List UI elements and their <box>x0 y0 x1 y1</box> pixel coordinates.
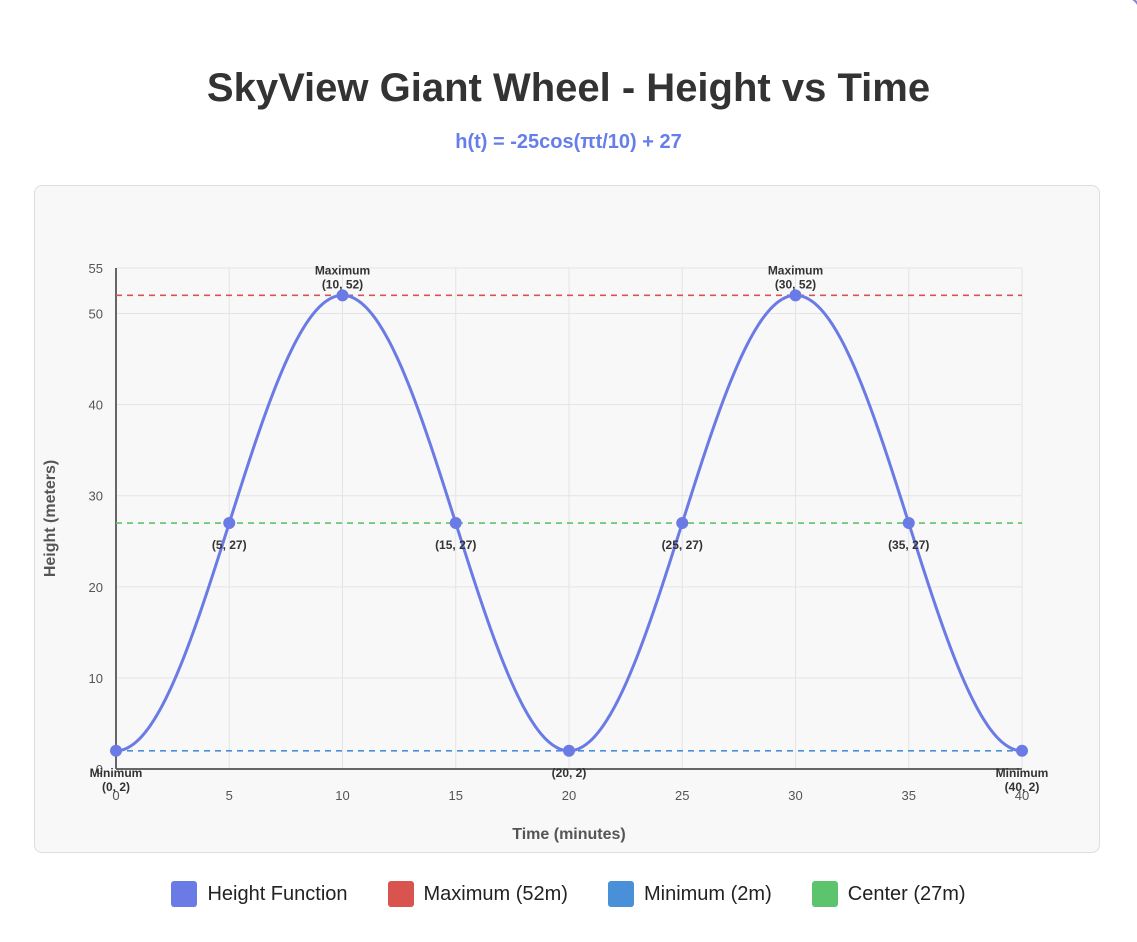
y-tick-label: 0 <box>96 762 103 777</box>
data-point <box>676 517 689 530</box>
legend-swatch <box>607 881 634 907</box>
y-tick-label: 10 <box>89 671 103 686</box>
x-tick-label: 20 <box>562 788 576 803</box>
legend-label: Maximum (52m) <box>423 882 568 905</box>
y-tick-label: 20 <box>89 580 103 595</box>
point-label: (30, 52) <box>775 277 816 291</box>
data-point <box>902 517 915 530</box>
legend-item-center[interactable]: Center (27m) <box>811 881 966 907</box>
point-label: (10, 52) <box>322 277 363 291</box>
point-label: (5, 27) <box>212 538 247 552</box>
x-axis-label: Time (minutes) <box>512 826 626 843</box>
data-point <box>789 289 802 302</box>
chart-title: SkyView Giant Wheel - Height vs Time <box>206 66 931 110</box>
legend-swatch <box>171 881 198 907</box>
legend-label: Height Function <box>207 882 348 905</box>
data-point <box>1016 744 1028 757</box>
data-point <box>223 517 236 530</box>
point-tag: Minimum <box>90 766 143 780</box>
x-tick-label: 30 <box>788 788 802 803</box>
data-point <box>110 744 122 757</box>
x-tick-label: 5 <box>226 788 233 803</box>
y-tick-label: 30 <box>89 489 103 504</box>
data-point <box>449 517 462 530</box>
legend-swatch <box>387 881 414 907</box>
point-tag: Maximum <box>315 263 370 277</box>
legend: Height Function Maximum (52m) Minimum (2… <box>0 881 1137 907</box>
point-label: (0, 2) <box>102 780 130 794</box>
x-tick-label: 10 <box>335 788 349 803</box>
x-tick-label: 35 <box>902 788 916 803</box>
y-tick-label: 50 <box>89 307 103 322</box>
point-label: (35, 27) <box>888 538 929 552</box>
point-tag: Maximum <box>768 263 823 277</box>
x-tick-label: 0 <box>112 788 119 803</box>
legend-swatch <box>811 881 838 907</box>
legend-item-minimum[interactable]: Minimum (2m) <box>607 881 772 907</box>
data-point <box>563 744 575 757</box>
point-label: (15, 27) <box>435 538 476 552</box>
chart-subtitle: h(t) = -25cos(πt/10) + 27 <box>455 131 682 153</box>
point-tag: Minimum <box>996 766 1049 780</box>
line-chart: 0 5 10 15 20 25 30 35 40 0 10 20 30 40 50 55 Time (minut… <box>42 261 1049 843</box>
data-point <box>336 289 349 302</box>
legend-label: Center (27m) <box>847 882 966 905</box>
point-label: (40, 2) <box>1005 780 1040 794</box>
window-corner-accent <box>1119 0 1137 18</box>
x-tick-label: 40 <box>1015 788 1029 803</box>
y-tick-label: 40 <box>89 398 103 413</box>
legend-item-maximum[interactable]: Maximum (52m) <box>387 881 568 907</box>
point-label: (20, 2) <box>552 766 587 780</box>
chart-panel: 0 5 10 15 20 25 30 35 40 0 10 20 30 40 50 55 Time (minut… <box>34 185 1100 853</box>
point-label: (25, 27) <box>662 538 703 552</box>
y-tick-label: 55 <box>89 261 103 276</box>
legend-item-height-function[interactable]: Height Function <box>171 881 348 907</box>
y-axis-label: Height (meters) <box>42 460 59 577</box>
legend-label: Minimum (2m) <box>643 882 772 905</box>
x-tick-label: 15 <box>449 788 463 803</box>
x-tick-label: 25 <box>675 788 689 803</box>
